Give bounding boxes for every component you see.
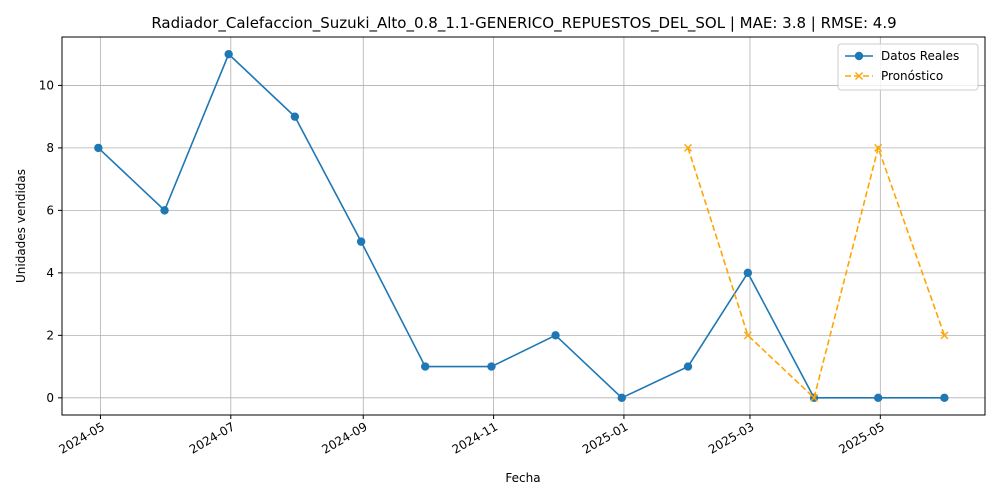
legend: Datos Reales Pronóstico	[837, 43, 979, 91]
series-2	[684, 143, 949, 402]
x-tick-label: 2024-09	[319, 419, 369, 456]
y-axis-label: Unidades vendidas	[14, 169, 28, 283]
data-point	[683, 362, 693, 371]
legend-marker	[855, 72, 863, 80]
legend-label: Datos Reales	[881, 49, 959, 63]
x-tick-label: 2025-05	[836, 419, 886, 456]
plot-area	[94, 49, 949, 403]
data-point	[551, 331, 560, 340]
data-point	[356, 237, 366, 246]
series-1	[94, 49, 949, 403]
data-point	[94, 143, 103, 153]
chart-title: Radiador_Calefaccion_Suzuki_Alto_0.8_1.1…	[151, 14, 896, 33]
x-tick-label: 2024-11	[450, 419, 500, 456]
x-axis-ticks: 2024-05 2024-07 2024-09 2024-11 2025-01 2025-…	[57, 415, 887, 457]
data-point	[684, 143, 693, 152]
y-tick-label: 4	[46, 266, 54, 280]
y-tick-label: 2	[46, 328, 54, 342]
data-point	[873, 393, 883, 403]
y-tick-label: 10	[39, 78, 54, 92]
data-point	[743, 331, 752, 340]
legend-entry: Pronóstico	[845, 69, 943, 83]
data-point	[874, 143, 883, 152]
legend-marker	[854, 51, 864, 61]
y-tick-label: 6	[46, 203, 54, 217]
data-point	[421, 362, 430, 371]
data-point	[487, 362, 496, 371]
x-tick-label: 2025-03	[706, 419, 756, 456]
data-point	[160, 206, 169, 215]
series-line	[97, 52, 945, 399]
grid	[62, 37, 985, 415]
data-point	[224, 49, 233, 59]
data-point	[940, 393, 949, 403]
x-axis-label: Fecha	[505, 471, 540, 485]
data-point	[617, 393, 626, 403]
x-tick-label: 2024-07	[187, 419, 237, 456]
y-tick-label: 0	[46, 391, 54, 405]
axes-frame	[61, 36, 986, 416]
data-point	[290, 112, 300, 121]
y-tick-label: 8	[46, 141, 54, 155]
legend-label: Pronóstico	[881, 69, 943, 83]
data-point	[810, 393, 819, 402]
legend-entry: Datos Reales	[845, 49, 959, 63]
data-point	[940, 331, 949, 340]
data-point	[743, 268, 753, 278]
series-line	[687, 145, 946, 400]
x-tick-label: 2024-05	[57, 419, 107, 456]
x-tick-label: 2025-01	[580, 419, 630, 456]
y-axis-ticks: 0 2 4 6 8 10	[39, 78, 62, 405]
